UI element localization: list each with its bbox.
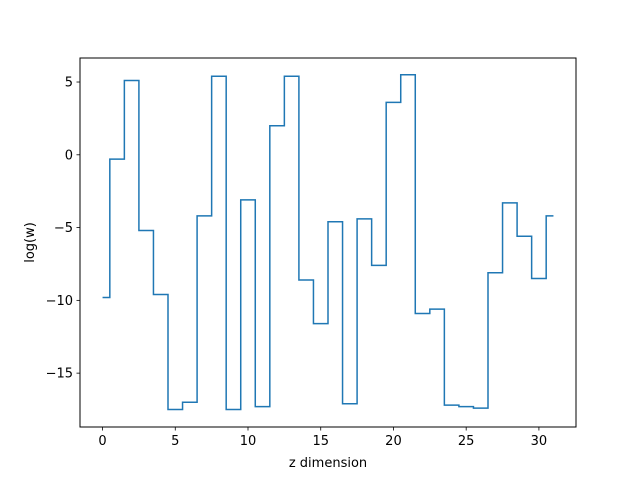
plot-frame <box>79 57 577 428</box>
y-axis-ticks: −15 −10 −5 0 5 <box>46 76 80 382</box>
y-tick-label: −15 <box>46 367 73 382</box>
series-layer <box>102 73 554 411</box>
x-tick-label: 0 <box>98 434 106 449</box>
x-tick-label: 15 <box>312 434 329 449</box>
x-tick-label: 20 <box>385 434 402 449</box>
x-tick-label: 10 <box>240 434 257 449</box>
x-tick-label: 30 <box>531 434 548 449</box>
y-tick-label: −10 <box>46 294 73 309</box>
y-tick-label: −5 <box>54 221 73 236</box>
x-axis-label: z dimension <box>289 456 367 471</box>
x-tick-label: 5 <box>171 434 179 449</box>
series-line-0 <box>102 73 554 411</box>
y-tick-label: 5 <box>65 76 73 91</box>
x-tick-label: 25 <box>458 434 475 449</box>
y-axis-label: log(w) <box>23 222 38 263</box>
y-tick-label: 0 <box>65 148 73 163</box>
x-axis-ticks: 0 5 10 15 20 25 30 <box>98 427 547 449</box>
